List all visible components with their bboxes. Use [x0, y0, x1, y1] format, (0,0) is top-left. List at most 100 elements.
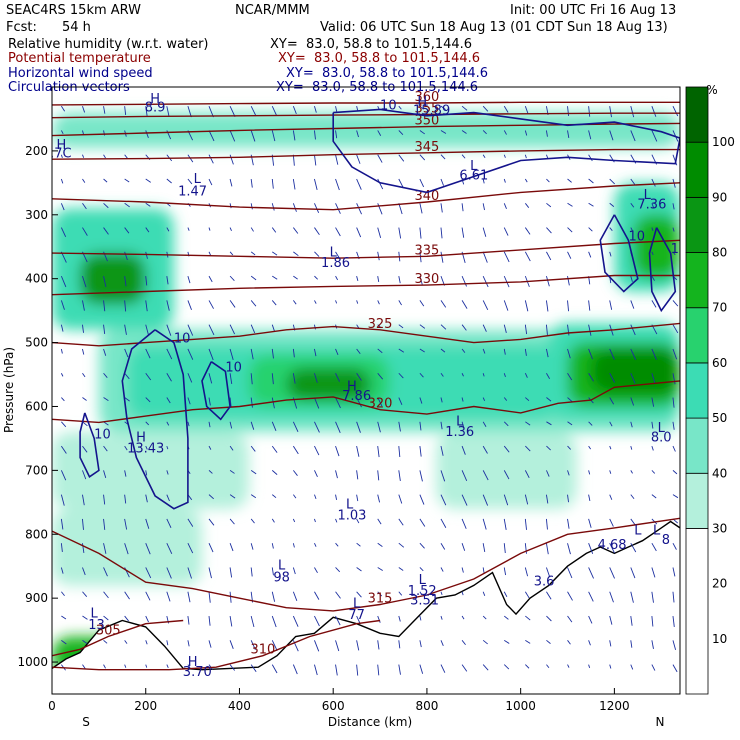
vector-arrow [271, 664, 278, 674]
vector-arrow [398, 640, 401, 649]
vector-arrow [524, 154, 527, 159]
theta-contour [52, 619, 184, 657]
vector-arrow [61, 591, 65, 597]
y-tick-label: 400 [25, 272, 48, 286]
vector-arrow [461, 543, 466, 551]
vector-arrow [482, 154, 486, 159]
vector-arrow [250, 348, 254, 360]
vector-arrow [145, 518, 150, 529]
vector-arrow [503, 421, 509, 427]
vector-arrow [292, 421, 299, 433]
vector-arrow [630, 397, 635, 406]
vector-arrow [482, 470, 489, 481]
vector-arrow [503, 105, 509, 113]
vector-arrow [187, 275, 191, 284]
vector-arrow [314, 227, 320, 236]
vector-arrow [524, 203, 530, 208]
vector-arrow [609, 470, 612, 474]
vector-arrow [482, 445, 488, 454]
vector-arrow [398, 227, 402, 239]
vector-arrow [356, 397, 362, 408]
theta-contour [52, 122, 680, 137]
vector-arrow [588, 300, 591, 311]
vector-arrow [567, 106, 570, 117]
vector-arrow [208, 615, 211, 626]
colorbar-segment [685, 252, 709, 309]
vector-arrow [524, 567, 529, 577]
vector-arrow [356, 178, 362, 190]
vector-arrow [208, 421, 211, 428]
vector-arrow [61, 615, 67, 620]
vector-arrow [208, 640, 212, 648]
theta-contour-label: 350 [415, 114, 440, 129]
vector-arrow [60, 470, 67, 481]
vector-arrow [419, 664, 424, 674]
vector-arrow [630, 615, 633, 626]
vector-arrow [103, 470, 107, 479]
vector-arrow [503, 227, 509, 236]
vector-arrow [440, 372, 444, 377]
vector-arrow [356, 518, 360, 524]
theta-contour [52, 101, 680, 106]
vector-arrow [567, 348, 571, 359]
vector-arrow [271, 300, 277, 306]
terrain-surface [52, 520, 680, 694]
vector-arrow [630, 300, 635, 309]
vector-arrow [651, 251, 654, 256]
vector-arrow [567, 276, 570, 286]
vector-arrow [166, 591, 171, 602]
vector-arrow [124, 615, 129, 622]
field-xy-theta: XY= 83.0, 58.8 to 101.5,144.6 [278, 51, 481, 66]
vector-arrow [229, 543, 234, 552]
wind-contour-label: 10 [380, 98, 397, 113]
vector-arrow [335, 518, 338, 523]
vector-arrow [545, 300, 549, 312]
vector-arrow [609, 640, 612, 647]
vector-arrow [124, 178, 130, 183]
vector-arrow [124, 543, 129, 555]
vector-arrow [314, 397, 320, 409]
vector-arrow [377, 276, 380, 283]
vector-arrow [82, 154, 85, 158]
vector-arrow [187, 421, 190, 427]
vector-arrow [314, 615, 320, 627]
theta-contour [52, 182, 680, 211]
vector-arrow [588, 615, 593, 624]
theta-contour-label: 355 [415, 101, 440, 116]
vector-arrow [61, 421, 67, 428]
vector-arrow [419, 518, 426, 527]
vector-arrow [271, 227, 277, 233]
wind-contour [79, 412, 100, 478]
vector-arrow [103, 543, 107, 554]
vector-arrow [187, 106, 192, 118]
colorbar-segment [685, 307, 709, 364]
vector-arrow [272, 275, 278, 280]
vector-arrow [461, 615, 465, 620]
vector-arrow [419, 300, 425, 307]
vector-arrow [398, 470, 401, 482]
vector-arrow [335, 154, 339, 165]
vector-arrow [461, 518, 467, 529]
vector-arrow [208, 373, 213, 384]
vector-arrow [314, 324, 316, 330]
vector-arrow [356, 664, 359, 676]
vector-arrow [335, 445, 340, 457]
vector-arrow [82, 470, 87, 480]
colorbar-tick-label: 40 [712, 466, 727, 480]
vector-arrow [588, 664, 591, 669]
vector-arrow [60, 518, 64, 530]
vector-arrow [440, 664, 446, 673]
vector-arrow [546, 397, 552, 402]
vector-arrow [103, 397, 109, 402]
vector-arrow [314, 300, 317, 304]
vector-arrow [250, 615, 255, 628]
theta-contour [52, 517, 680, 612]
colorbar-segment [685, 472, 709, 529]
colorbar-tick-label: 90 [712, 190, 727, 204]
vector-arrow [651, 616, 654, 627]
vector-arrow [124, 640, 128, 644]
vector-arrow [229, 373, 233, 385]
vector-arrow [398, 615, 401, 622]
vector-arrow [377, 518, 382, 525]
vector-arrow [314, 203, 320, 214]
